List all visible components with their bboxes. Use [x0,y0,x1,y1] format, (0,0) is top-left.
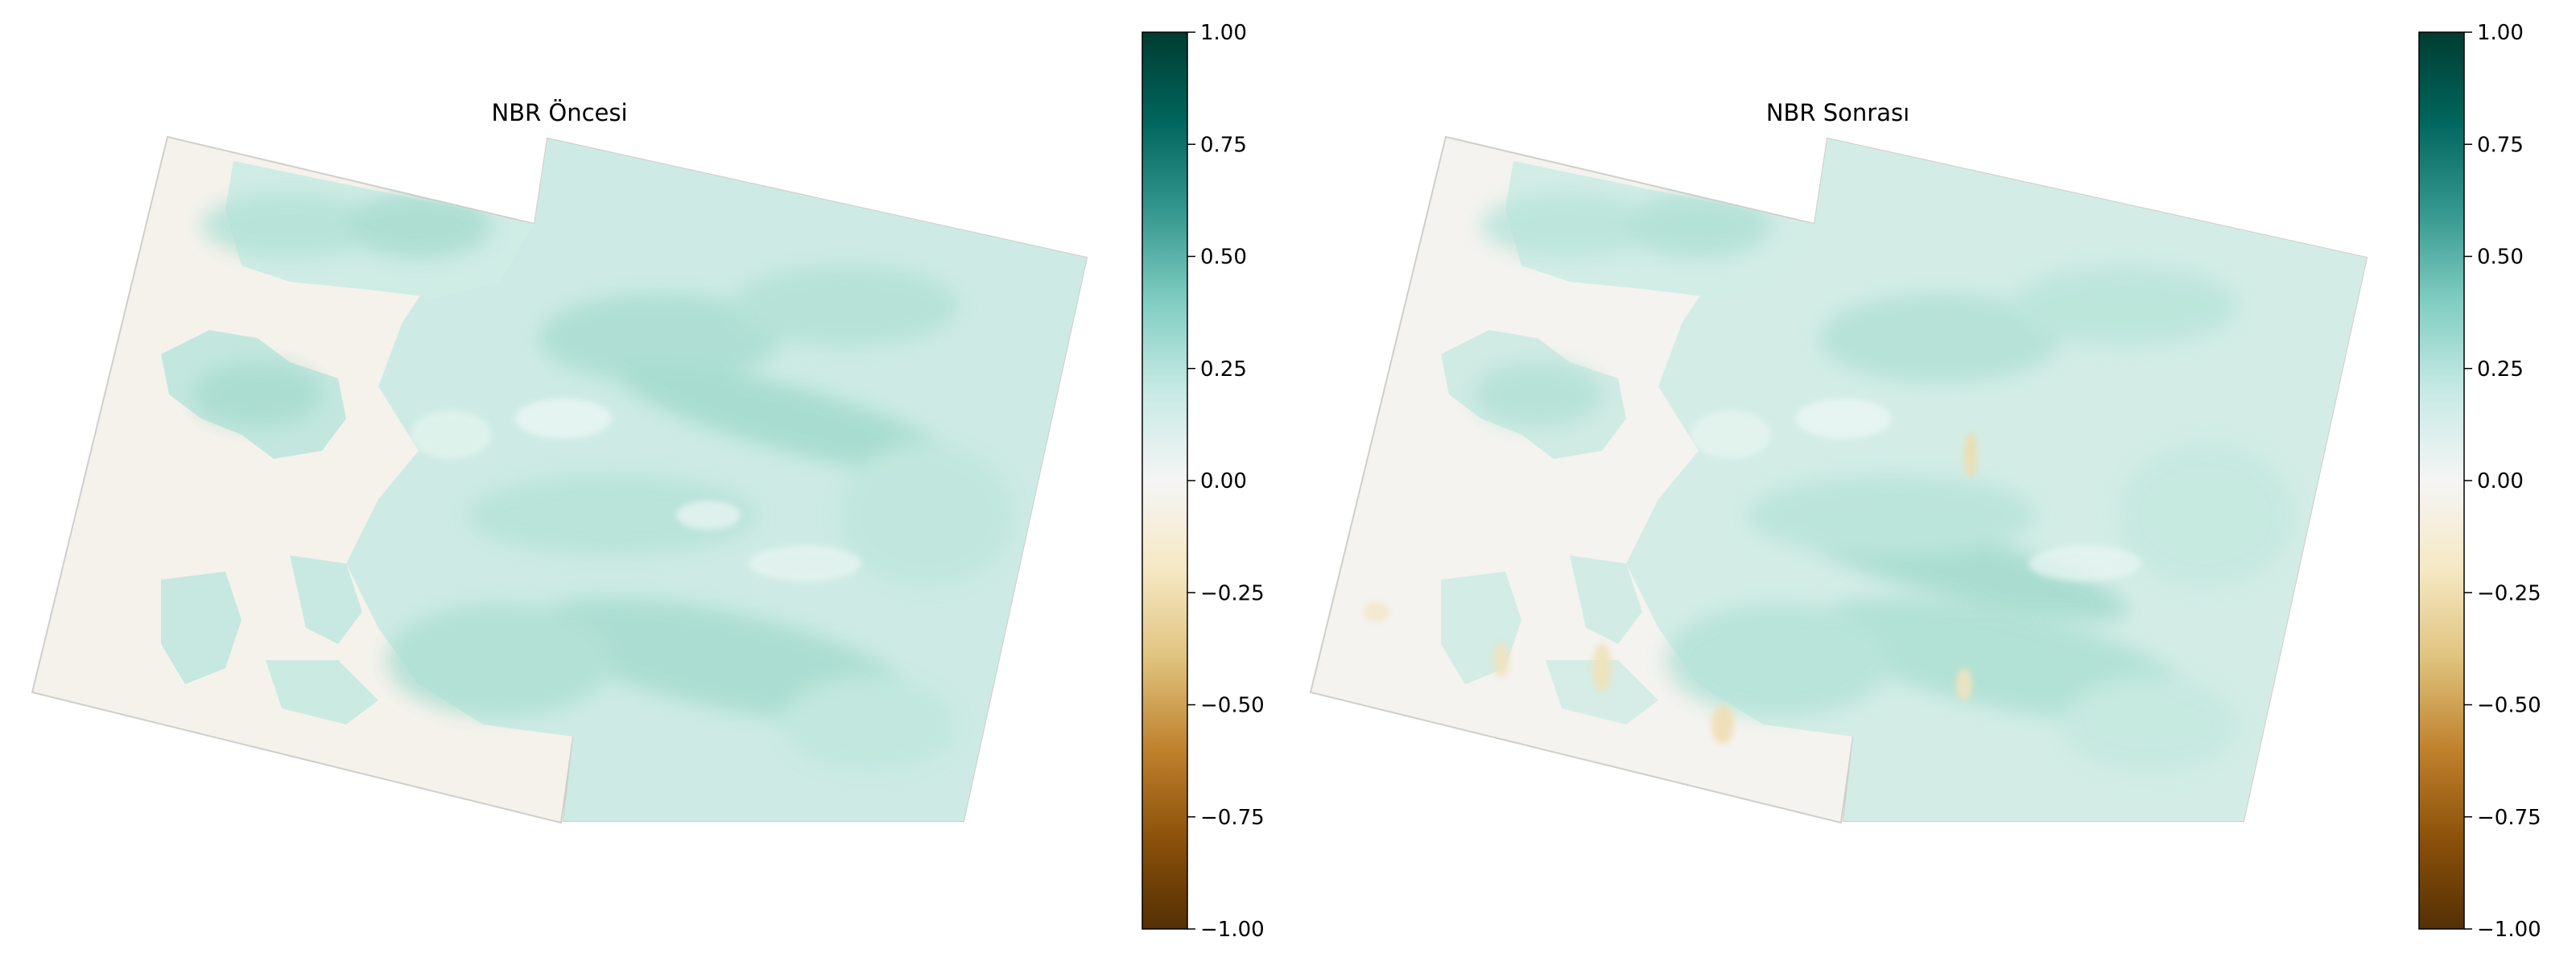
colorbar-tick-label: 0.75 [2477,133,2524,157]
colorbar-tick-label: −0.75 [2477,806,2541,830]
colorbar-tick-label: −0.50 [1200,694,1265,718]
colorbar-tick-label: 1.00 [1200,21,1247,45]
colorbar-ramp-before [1141,31,1188,930]
colorbar-tick-label: −0.25 [1200,581,1265,605]
colorbar-tick-label: 0.50 [2477,246,2524,270]
colorbar-tick-label: 0.50 [1200,246,1247,270]
colorbar-tick-label: −0.75 [1200,806,1265,830]
colorbar-tick-label: −0.25 [2477,581,2541,605]
panel-before: NBR Öncesi [31,21,1265,942]
colorbar-tick-label: 0.00 [2477,469,2524,493]
colorbar-tick-label: −1.00 [2477,918,2541,942]
colorbar-before: 1.00 0.75 0.50 0.25 0.00 −0.25 −0.50 −0.75 −1.00 [1141,21,1265,942]
nbr-raster-before [31,135,1088,824]
colorbar-tick-label: 0.00 [1200,469,1247,493]
colorbar-after: 1.00 0.75 0.50 0.25 0.00 −0.25 −0.50 −0.75 −1.00 [2418,21,2541,942]
colorbar-tick-label: 0.75 [1200,133,1247,157]
panel-title-after: NBR Sonrası [1766,99,1909,126]
colorbar-tick-label: −0.50 [2477,694,2541,718]
colorbar-tick-label: −1.00 [1200,918,1265,942]
panel-after: NBR Sonrası [1309,21,2541,942]
colorbar-tick-label: 1.00 [2477,21,2524,45]
nbr-raster-after [1309,135,2368,824]
colorbar-tick-label: 0.25 [2477,357,2524,382]
panel-title-before: NBR Öncesi [491,99,627,126]
colorbar-ticks-after: 1.00 0.75 0.50 0.25 0.00 −0.25 −0.50 −0.75 −1.00 [2464,21,2541,942]
land-areas-after [1364,138,2367,821]
colorbar-ticks-before: 1.00 0.75 0.50 0.25 0.00 −0.25 −0.50 −0.75 −1.00 [1187,21,1265,942]
colorbar-tick-label: 0.25 [1200,357,1247,382]
land-areas-before [161,138,1087,821]
colorbar-ramp-after [2418,31,2465,930]
